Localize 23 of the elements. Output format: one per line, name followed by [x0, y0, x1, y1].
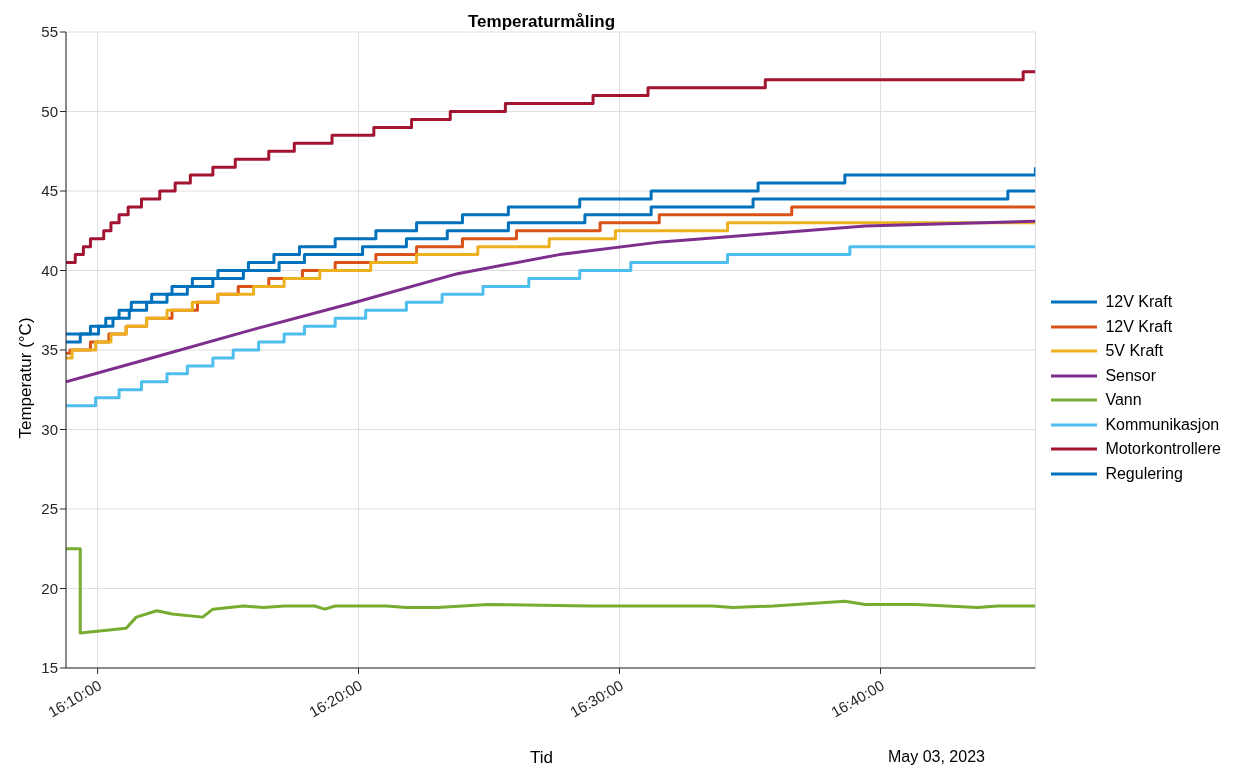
chart-title: Temperaturmåling	[466, 12, 617, 32]
y-tick-label: 50	[41, 102, 58, 120]
y-tick-label: 45	[41, 182, 58, 200]
legend-label: 5V Kraft	[1105, 341, 1164, 361]
legend-label: Motorkontrollere	[1105, 439, 1221, 459]
y-tick-label: 20	[41, 579, 58, 597]
y-tick-label: 25	[41, 500, 58, 518]
legend-label: Regulering	[1105, 463, 1183, 484]
y-tick-label: 35	[41, 341, 58, 359]
line-series	[66, 219, 1036, 384]
y-tick-label: 15	[41, 659, 58, 677]
legend-label: Sensor	[1105, 365, 1157, 386]
text: May 03, 2023	[888, 748, 985, 766]
legend-label: 12V Kraft	[1105, 292, 1173, 312]
y-tick-label: 30	[41, 420, 58, 438]
y-tick-label: 40	[41, 261, 58, 279]
legend-label: 12V Kraft	[1105, 316, 1173, 337]
x-axis-title: Tid	[530, 748, 553, 767]
legend-label: Kommunikasjon	[1105, 414, 1220, 435]
legend-label: Vann	[1105, 390, 1142, 410]
y-axis-title: Temperatur (°C)	[16, 316, 36, 441]
y-tick-label: 55	[41, 23, 58, 41]
line-series	[66, 547, 1036, 635]
